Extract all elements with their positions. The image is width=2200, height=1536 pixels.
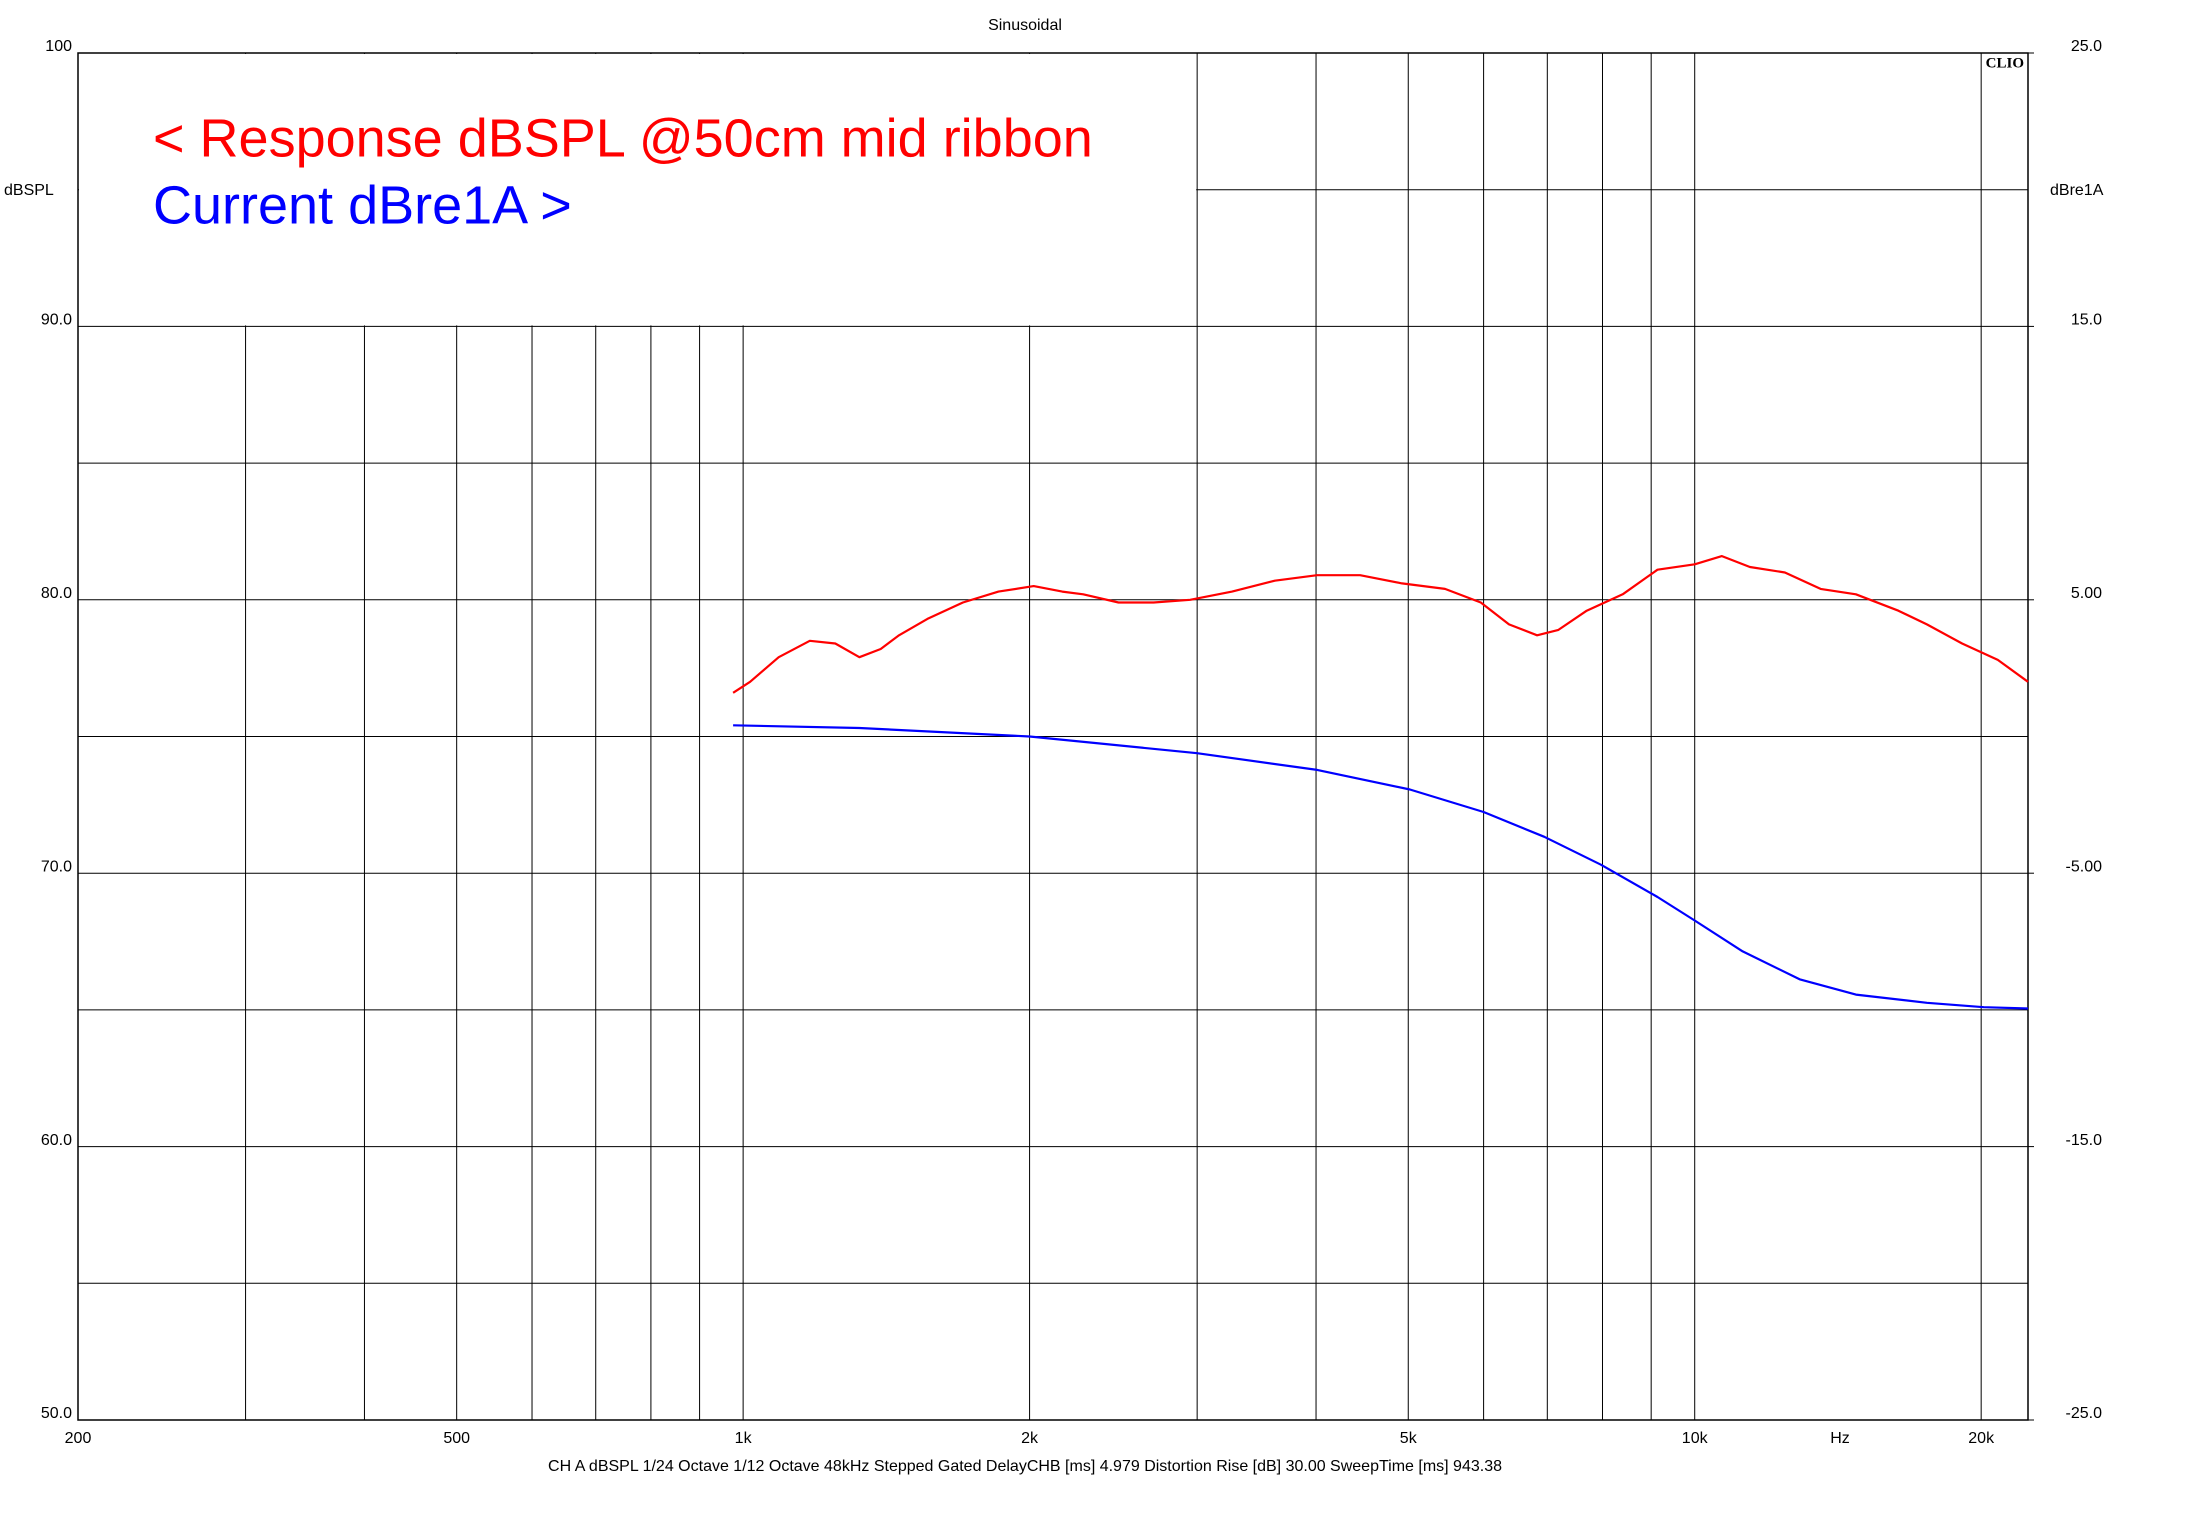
annotation: Current dBre1A >: [153, 175, 572, 235]
logo: CLIO: [1986, 55, 2024, 71]
x-tick-label: 20k: [1968, 1430, 1995, 1447]
y-tick-label: 50.0: [41, 1405, 72, 1422]
y2-tick-label: 25.0: [2071, 38, 2102, 55]
y2-tick-label: 5.00: [2071, 585, 2102, 602]
y2-tick-label: 15.0: [2071, 312, 2102, 329]
y-tick-label: 100: [45, 38, 72, 55]
y-tick-label: 80.0: [41, 585, 72, 602]
annotation: < Response dBSPL @50cm mid ribbon: [153, 108, 1093, 168]
logo-box: [1982, 54, 2027, 72]
y2-tick-label: -15.0: [2066, 1132, 2103, 1149]
x-axis-label: Hz: [1830, 1430, 1850, 1447]
x-tick-label: 500: [443, 1430, 470, 1447]
y-tick-label: 90.0: [41, 312, 72, 329]
annotation-box: [79, 54, 1197, 326]
x-tick-label: 10k: [1682, 1430, 1709, 1447]
x-tick-label: 200: [65, 1430, 92, 1447]
y2-tick-label: -25.0: [2066, 1405, 2103, 1422]
y2-tick-label: -5.00: [2066, 858, 2103, 875]
footer: CH A dBSPL 1/24 Octave 1/12 Octave 48kHz…: [548, 1458, 1502, 1475]
y-tick-label: 70.0: [41, 858, 72, 875]
x-tick-label: 1k: [735, 1430, 753, 1447]
y-axis-label: dBSPL: [4, 182, 54, 199]
y2-axis-label: dBre1A: [2050, 182, 2104, 199]
series-line: [733, 724, 2029, 1010]
series-line: [732, 554, 2029, 694]
x-tick-label: 2k: [1021, 1430, 1039, 1447]
chart-title: Sinusoidal: [988, 17, 1062, 34]
x-tick-label: 5k: [1400, 1430, 1418, 1447]
y-tick-label: 60.0: [41, 1132, 72, 1149]
plot-frame: [77, 52, 2029, 1421]
